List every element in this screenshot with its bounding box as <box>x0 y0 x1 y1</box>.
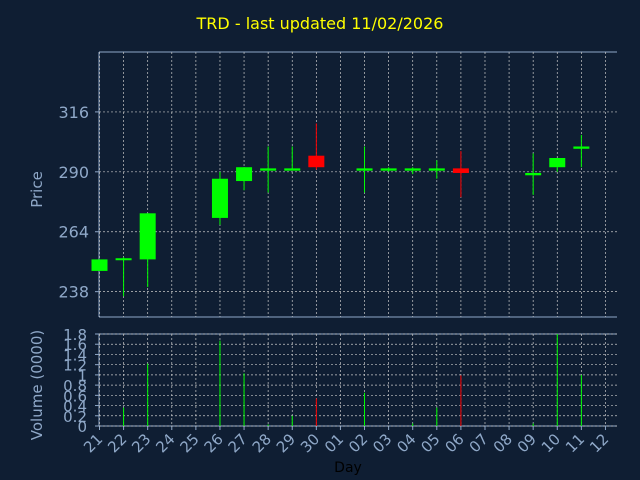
x-tick-label: 29 <box>273 430 299 456</box>
x-tick-label: 30 <box>297 430 323 456</box>
candle-body <box>573 146 590 149</box>
price-y-tick-label: 264 <box>58 223 89 242</box>
volume-y-tick-label: 0.2 <box>63 408 87 426</box>
x-tick-label: 01 <box>321 430 347 456</box>
x-tick-label: 28 <box>249 430 275 456</box>
candle-body <box>260 168 277 171</box>
volume-y-tick-label: 0.8 <box>63 377 87 395</box>
candle-body <box>356 168 373 171</box>
x-tick-label: 04 <box>393 430 419 456</box>
x-tick-label: 26 <box>201 430 227 456</box>
chart-title: TRD - last updated 11/02/2026 <box>196 14 444 33</box>
x-tick-label: 03 <box>369 430 395 456</box>
candle-body <box>91 259 108 271</box>
price-y-tick-label: 290 <box>58 163 89 182</box>
price-axis-label: Price <box>28 171 46 208</box>
x-tick-label: 25 <box>176 430 202 456</box>
volume-y-tick-label: 0 <box>77 418 87 436</box>
candle-body <box>211 178 228 218</box>
candle-body <box>428 168 445 171</box>
candle-body <box>380 168 397 171</box>
x-tick-label: 23 <box>128 430 154 456</box>
x-tick-label: 05 <box>417 430 443 456</box>
candle-body <box>549 158 566 168</box>
candle-body <box>308 155 325 168</box>
volume-y-tick-label: 1.8 <box>63 326 87 344</box>
volume-y-tick-label: 1.6 <box>63 336 87 354</box>
x-tick-label: 10 <box>538 430 564 456</box>
candle-body <box>404 168 421 171</box>
x-tick-label: 08 <box>490 430 516 456</box>
x-tick-label: 12 <box>586 430 612 456</box>
x-tick-label: 07 <box>466 430 492 456</box>
x-tick-label: 02 <box>345 430 371 456</box>
volume-y-tick-label: 0.6 <box>63 387 87 405</box>
price-y-tick-label: 238 <box>58 283 89 302</box>
x-tick-label: 27 <box>225 430 251 456</box>
candle-body <box>139 213 156 260</box>
volume-axis-label: Volume (0000) <box>28 330 46 440</box>
x-tick-label: 24 <box>152 430 178 456</box>
candle-body <box>525 172 542 176</box>
volume-y-tick-label: 1 <box>77 367 87 385</box>
x-tick-label: 06 <box>441 430 467 456</box>
candle-body <box>115 258 132 261</box>
x-axis-label: Day <box>334 460 362 476</box>
volume-y-tick-label: 0.4 <box>63 398 87 416</box>
candle-body <box>452 168 469 173</box>
volume-y-tick-label: 1.4 <box>63 346 87 364</box>
volume-y-tick-label: 1.2 <box>63 357 87 375</box>
x-tick-label: 09 <box>514 430 540 456</box>
candle-body <box>236 167 253 182</box>
price-y-tick-label: 316 <box>58 103 89 122</box>
x-tick-label: 11 <box>562 430 588 456</box>
candle-body <box>284 168 301 171</box>
x-tick-label: 22 <box>104 430 130 456</box>
